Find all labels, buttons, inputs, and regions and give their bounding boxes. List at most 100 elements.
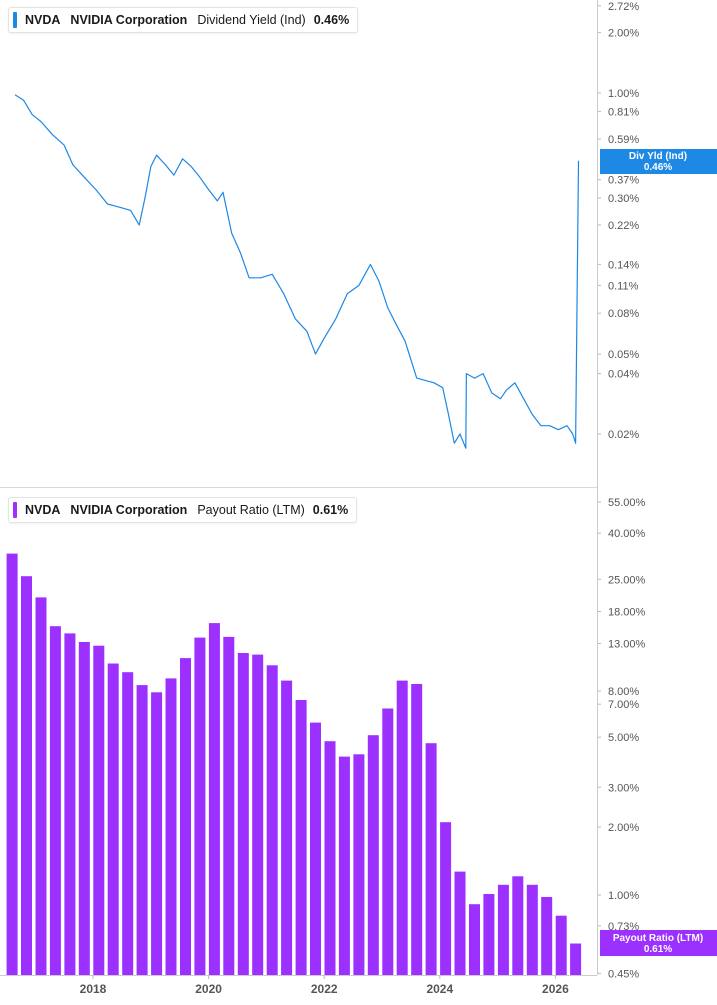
bottom-y-tick-label: 2.00%: [608, 822, 639, 834]
x-tick-label: 2024: [426, 982, 453, 996]
top-y-axis: 2.72% 2.00% 1.00% 0.81% 0.59% 0.37% 0.30% 0.22%…: [597, 1, 639, 441]
x-tick-label: 2022: [311, 982, 338, 996]
legend-metric: Dividend Yield (Ind): [197, 13, 306, 27]
payout-ratio-bar: [208, 623, 220, 975]
top-y-tick-label: 0.05%: [608, 349, 639, 361]
legend-company: NVIDIA Corporation: [70, 503, 188, 517]
top-y-tick-label: 2.72%: [608, 1, 639, 13]
payout-ratio-bar: [526, 884, 538, 975]
top-y-tick-label: 0.14%: [608, 259, 639, 271]
payout-ratio-bar: [49, 626, 61, 975]
payout-ratio-bar: [555, 915, 567, 975]
payout-ratio-bar: [180, 658, 191, 975]
top-y-tick-label: 0.37%: [608, 175, 639, 187]
top-y-tick-label: 0.59%: [608, 134, 639, 146]
legend-value: 0.46%: [313, 13, 350, 27]
legend-payout-ratio[interactable]: NVDA NVIDIA Corporation Payout Ratio (LT…: [8, 497, 358, 523]
top-y-tick-label: 1.00%: [608, 88, 639, 100]
dividend-yield-line: [14, 94, 580, 449]
bottom-y-axis: 55.00% 40.00% 25.00% 18.00% 13.00% 8.00%7.00%…: [597, 497, 646, 980]
payout-ratio-bar: [93, 645, 105, 975]
top-y-tick-label: 0.30%: [608, 193, 639, 205]
payout-ratio-bar: [512, 876, 524, 975]
payout-ratio-bar: [411, 684, 423, 975]
legend-symbol: NVDA: [25, 503, 61, 517]
bottom-value-flag: Payout Ratio (LTM) 0.61%: [600, 930, 717, 956]
bottom-y-tick-label: 8.00%: [608, 686, 639, 698]
payout-ratio-bar: [353, 754, 365, 975]
legend-dividend-yield[interactable]: NVDA NVIDIA Corporation Dividend Yield (…: [8, 7, 359, 33]
payout-ratio-bar: [425, 743, 437, 975]
bottom-y-tick-label: 0.45%: [608, 968, 639, 980]
top-y-tick-label: 0.22%: [608, 220, 639, 232]
payout-ratio-bar: [64, 633, 76, 975]
bottom-y-tick-label: 55.00%: [608, 497, 646, 509]
x-tick-label: 2018: [80, 982, 107, 996]
payout-ratio-bar: [469, 904, 480, 975]
bottom-y-tick-label: 25.00%: [608, 574, 646, 586]
bottom-y-tick-label: 0.73%: [608, 921, 639, 933]
x-tick-label: 2026: [542, 982, 569, 996]
payout-ratio-bar: [483, 894, 495, 975]
payout-ratio-bar: [78, 642, 90, 975]
payout-ratio-bar: [396, 680, 408, 975]
top-flag-value: 0.46%: [644, 162, 672, 173]
bottom-flag-label: Payout Ratio (LTM): [613, 933, 703, 944]
top-y-tick-label: 0.02%: [608, 429, 639, 441]
top-y-tick-label: 0.08%: [608, 308, 639, 320]
bottom-y-tick-label: 18.00%: [608, 607, 646, 619]
payout-ratio-bar: [367, 735, 379, 975]
legend-swatch: [13, 12, 17, 28]
payout-ratio-bar: [497, 884, 509, 975]
payout-ratio-bar: [21, 576, 32, 975]
top-panel: 2.72% 2.00% 1.00% 0.81% 0.59% 0.37% 0.30% 0.22%…: [0, 0, 639, 487]
payout-ratio-bar: [122, 672, 134, 975]
top-flag-label: Div Yld (Ind): [629, 151, 687, 162]
payout-ratio-bar: [570, 943, 582, 975]
bottom-flag-bg: [600, 930, 717, 956]
bottom-y-tick-label: 5.00%: [608, 732, 639, 744]
payout-ratio-bar: [324, 741, 336, 975]
payout-ratio-bar: [281, 680, 293, 975]
payout-ratio-bar: [237, 653, 249, 975]
bottom-panel: 55.00% 40.00% 25.00% 18.00% 13.00% 8.00%7.00%…: [6, 497, 646, 980]
top-y-tick-label: 2.00%: [608, 28, 639, 40]
payout-ratio-bar: [440, 822, 452, 975]
payout-ratio-bar: [223, 636, 235, 975]
bottom-y-tick-label: 3.00%: [608, 782, 639, 794]
payout-ratio-bar: [107, 663, 119, 975]
legend-metric: Payout Ratio (LTM): [197, 503, 305, 517]
payout-ratio-bar: [382, 708, 394, 975]
top-y-tick-label: 0.04%: [608, 369, 639, 381]
payout-ratio-bar: [35, 597, 47, 975]
payout-ratio-bar: [266, 665, 278, 975]
bottom-y-tick-label: 7.00%: [608, 699, 639, 711]
top-y-tick-label: 0.11%: [608, 280, 639, 292]
top-plot-area: [0, 0, 597, 487]
payout-ratio-bar: [165, 678, 177, 975]
x-axis: 2018 2020 2022 2024 2026: [80, 975, 569, 996]
payout-ratio-bar: [295, 700, 307, 975]
top-flag-bg: [600, 149, 717, 174]
x-tick-label: 2020: [195, 982, 222, 996]
payout-ratio-bar: [194, 637, 206, 975]
bottom-y-tick-label: 1.00%: [608, 890, 639, 902]
legend-swatch: [13, 502, 17, 518]
payout-ratio-bar: [252, 654, 264, 975]
legend-company: NVIDIA Corporation: [70, 13, 188, 27]
legend-value: 0.61%: [312, 503, 349, 517]
payout-ratio-bar: [338, 756, 350, 975]
bottom-y-tick-label: 40.00%: [608, 528, 646, 540]
payout-ratio-bar: [151, 692, 163, 975]
top-y-tick-label: 0.81%: [608, 106, 639, 118]
payout-ratio-bar: [541, 897, 553, 975]
payout-ratio-bar: [454, 871, 466, 975]
payout-ratio-bars: [6, 553, 582, 975]
bottom-y-tick-label: 13.00%: [608, 638, 646, 650]
legend-symbol: NVDA: [25, 13, 61, 27]
top-value-flag: Div Yld (Ind) 0.46%: [600, 149, 717, 174]
payout-ratio-bar: [310, 722, 321, 975]
payout-ratio-bar: [6, 553, 18, 975]
payout-ratio-bar: [136, 685, 148, 975]
